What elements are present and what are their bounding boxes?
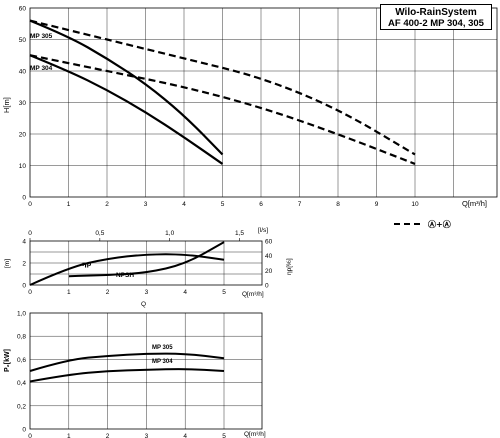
power-series xyxy=(29,352,225,383)
head-axes-labels: 0 1 2 3 4 5 6 7 8 9 10 0 10 20 30 40 50 60 xyxy=(19,6,419,209)
head-x-tick-label: 9 xyxy=(375,201,379,208)
npsh-right-tick-label: 60 xyxy=(265,239,273,246)
power-x-tick-label: 5 xyxy=(222,433,226,438)
head-series-line-0 xyxy=(29,19,224,156)
power-y-tick-label: 0 xyxy=(22,427,26,434)
legend: Ⓐ+Ⓐ xyxy=(394,219,451,229)
legend-label: Ⓐ+Ⓐ xyxy=(428,219,451,229)
head-x-tick-label: 5 xyxy=(221,201,225,208)
power-frame xyxy=(29,312,263,430)
head-grid xyxy=(29,7,498,198)
npsh-right-tick-label: 40 xyxy=(265,253,273,260)
npsh-top-tick-label: 1,5 xyxy=(235,230,244,237)
npsh-right-tick-label: 20 xyxy=(265,268,273,275)
npsh-grid xyxy=(29,238,263,286)
power-y-tick-label: 0,8 xyxy=(17,334,26,341)
power-grid xyxy=(29,312,263,430)
npsh-x-tick-label: 4 xyxy=(183,289,187,296)
power-x-tick-label: 1 xyxy=(67,433,71,438)
head-series-line-2 xyxy=(29,19,416,156)
power-y-tick-label: 0,2 xyxy=(17,403,26,410)
head-x-tick-label: 8 xyxy=(336,201,340,208)
power-x-tick-label: 2 xyxy=(106,433,110,438)
npsh-q-label: Q xyxy=(141,301,146,308)
power-x-tick-label: 4 xyxy=(183,433,187,438)
npsh-top-tick-label: 0,5 xyxy=(95,230,104,237)
npsh-series xyxy=(29,241,225,286)
power-axes-labels: 0 1 2 3 4 5 0 0,2 0,4 0,6 0,8 1,0 xyxy=(17,311,226,438)
head-y-tick-label: 60 xyxy=(19,6,27,13)
chart-title: Wilo-RainSystem xyxy=(395,7,477,18)
power-series-label-mp304: MP 304 xyxy=(152,359,173,365)
head-y-axis-label: H[m] xyxy=(2,97,11,113)
head-y-tick-label: 10 xyxy=(19,163,27,170)
head-series-label-mp304: MP 304 xyxy=(30,65,53,72)
npsh-series-line-1 xyxy=(68,241,225,278)
npsh-left-tick-label: 4 xyxy=(22,239,26,246)
power-y-tick-label: 0,4 xyxy=(17,380,26,387)
power-x-tick-label: 3 xyxy=(145,433,149,438)
npsh-series-line-0 xyxy=(29,253,225,286)
power-y-axis-label: P₂[kW] xyxy=(4,349,11,372)
head-y-tick-label: 0 xyxy=(22,195,26,202)
npsh-left-tick-label: 2 xyxy=(22,261,26,268)
head-x-tick-label: 10 xyxy=(411,201,419,208)
head-series-label-mp305: MP 305 xyxy=(30,33,53,40)
head-y-tick-label: 50 xyxy=(19,37,27,44)
power-series-line-1 xyxy=(29,368,225,383)
head-x-tick-label: 7 xyxy=(298,201,302,208)
power-chart: 0 1 2 3 4 5 0 0,2 0,4 0,6 0,8 1,0 Q[m³/h] P₂[kW] MP… xyxy=(4,311,266,438)
head-y-tick-label: 40 xyxy=(19,69,27,76)
npsh-series-label-npsh: NPSH xyxy=(116,272,134,279)
power-x-tick-label: 0 xyxy=(28,433,32,438)
head-x-tick-label: 6 xyxy=(259,201,263,208)
power-y-tick-label: 1,0 xyxy=(17,311,26,318)
npsh-x-tick-label: 0 xyxy=(28,289,32,296)
chart-subtitle: AF 400-2 MP 304, 305 xyxy=(388,18,484,29)
npsh-x-tick-label: 5 xyxy=(222,289,226,296)
npsh-top-tick-label: 0 xyxy=(28,230,32,237)
head-x-tick-label: 2 xyxy=(105,201,109,208)
head-y-tick-label: 20 xyxy=(19,132,27,139)
npsh-left-tick-label: 0 xyxy=(22,283,26,290)
head-y-tick-label: 30 xyxy=(19,100,27,107)
npsh-top-axis-label: [l/s] xyxy=(258,227,268,234)
power-y-tick-label: 0,6 xyxy=(17,357,26,364)
power-x-axis-label: Q[m³/h] xyxy=(244,431,266,438)
npsh-series-label-eta: ηp xyxy=(82,260,92,268)
npsh-x-tick-label: 2 xyxy=(106,289,110,296)
npsh-right-axis-label: ηp[%] xyxy=(286,258,293,275)
npsh-left-axis-label: [m] xyxy=(4,259,11,268)
head-x-tick-label: 1 xyxy=(67,201,71,208)
npsh-x-tick-label: 3 xyxy=(145,289,149,296)
head-series xyxy=(29,19,416,165)
power-series-line-0 xyxy=(29,352,225,372)
head-x-tick-label: 0 xyxy=(28,201,32,208)
npsh-top-tick-label: 1,0 xyxy=(165,230,174,237)
npsh-x-axis-label: Q[m³/h] xyxy=(242,291,264,298)
npsh-x-tick-label: 1 xyxy=(67,289,71,296)
power-series-label-mp305: MP 305 xyxy=(152,345,173,351)
head-x-tick-label: 3 xyxy=(144,201,148,208)
head-series-line-3 xyxy=(29,54,416,165)
head-series-line-1 xyxy=(29,54,224,165)
head-x-axis-label: Q[m³/h] xyxy=(462,199,487,208)
head-x-tick-label: 4 xyxy=(182,201,186,208)
head-chart: 0 1 2 3 4 5 6 7 8 9 10 0 10 20 30 40 50 60 Q[m³/h] H[m] M… xyxy=(2,6,498,209)
npsh-right-tick-label: 0 xyxy=(265,283,269,290)
title-box: Wilo-RainSystem AF 400-2 MP 304, 305 xyxy=(380,4,492,30)
